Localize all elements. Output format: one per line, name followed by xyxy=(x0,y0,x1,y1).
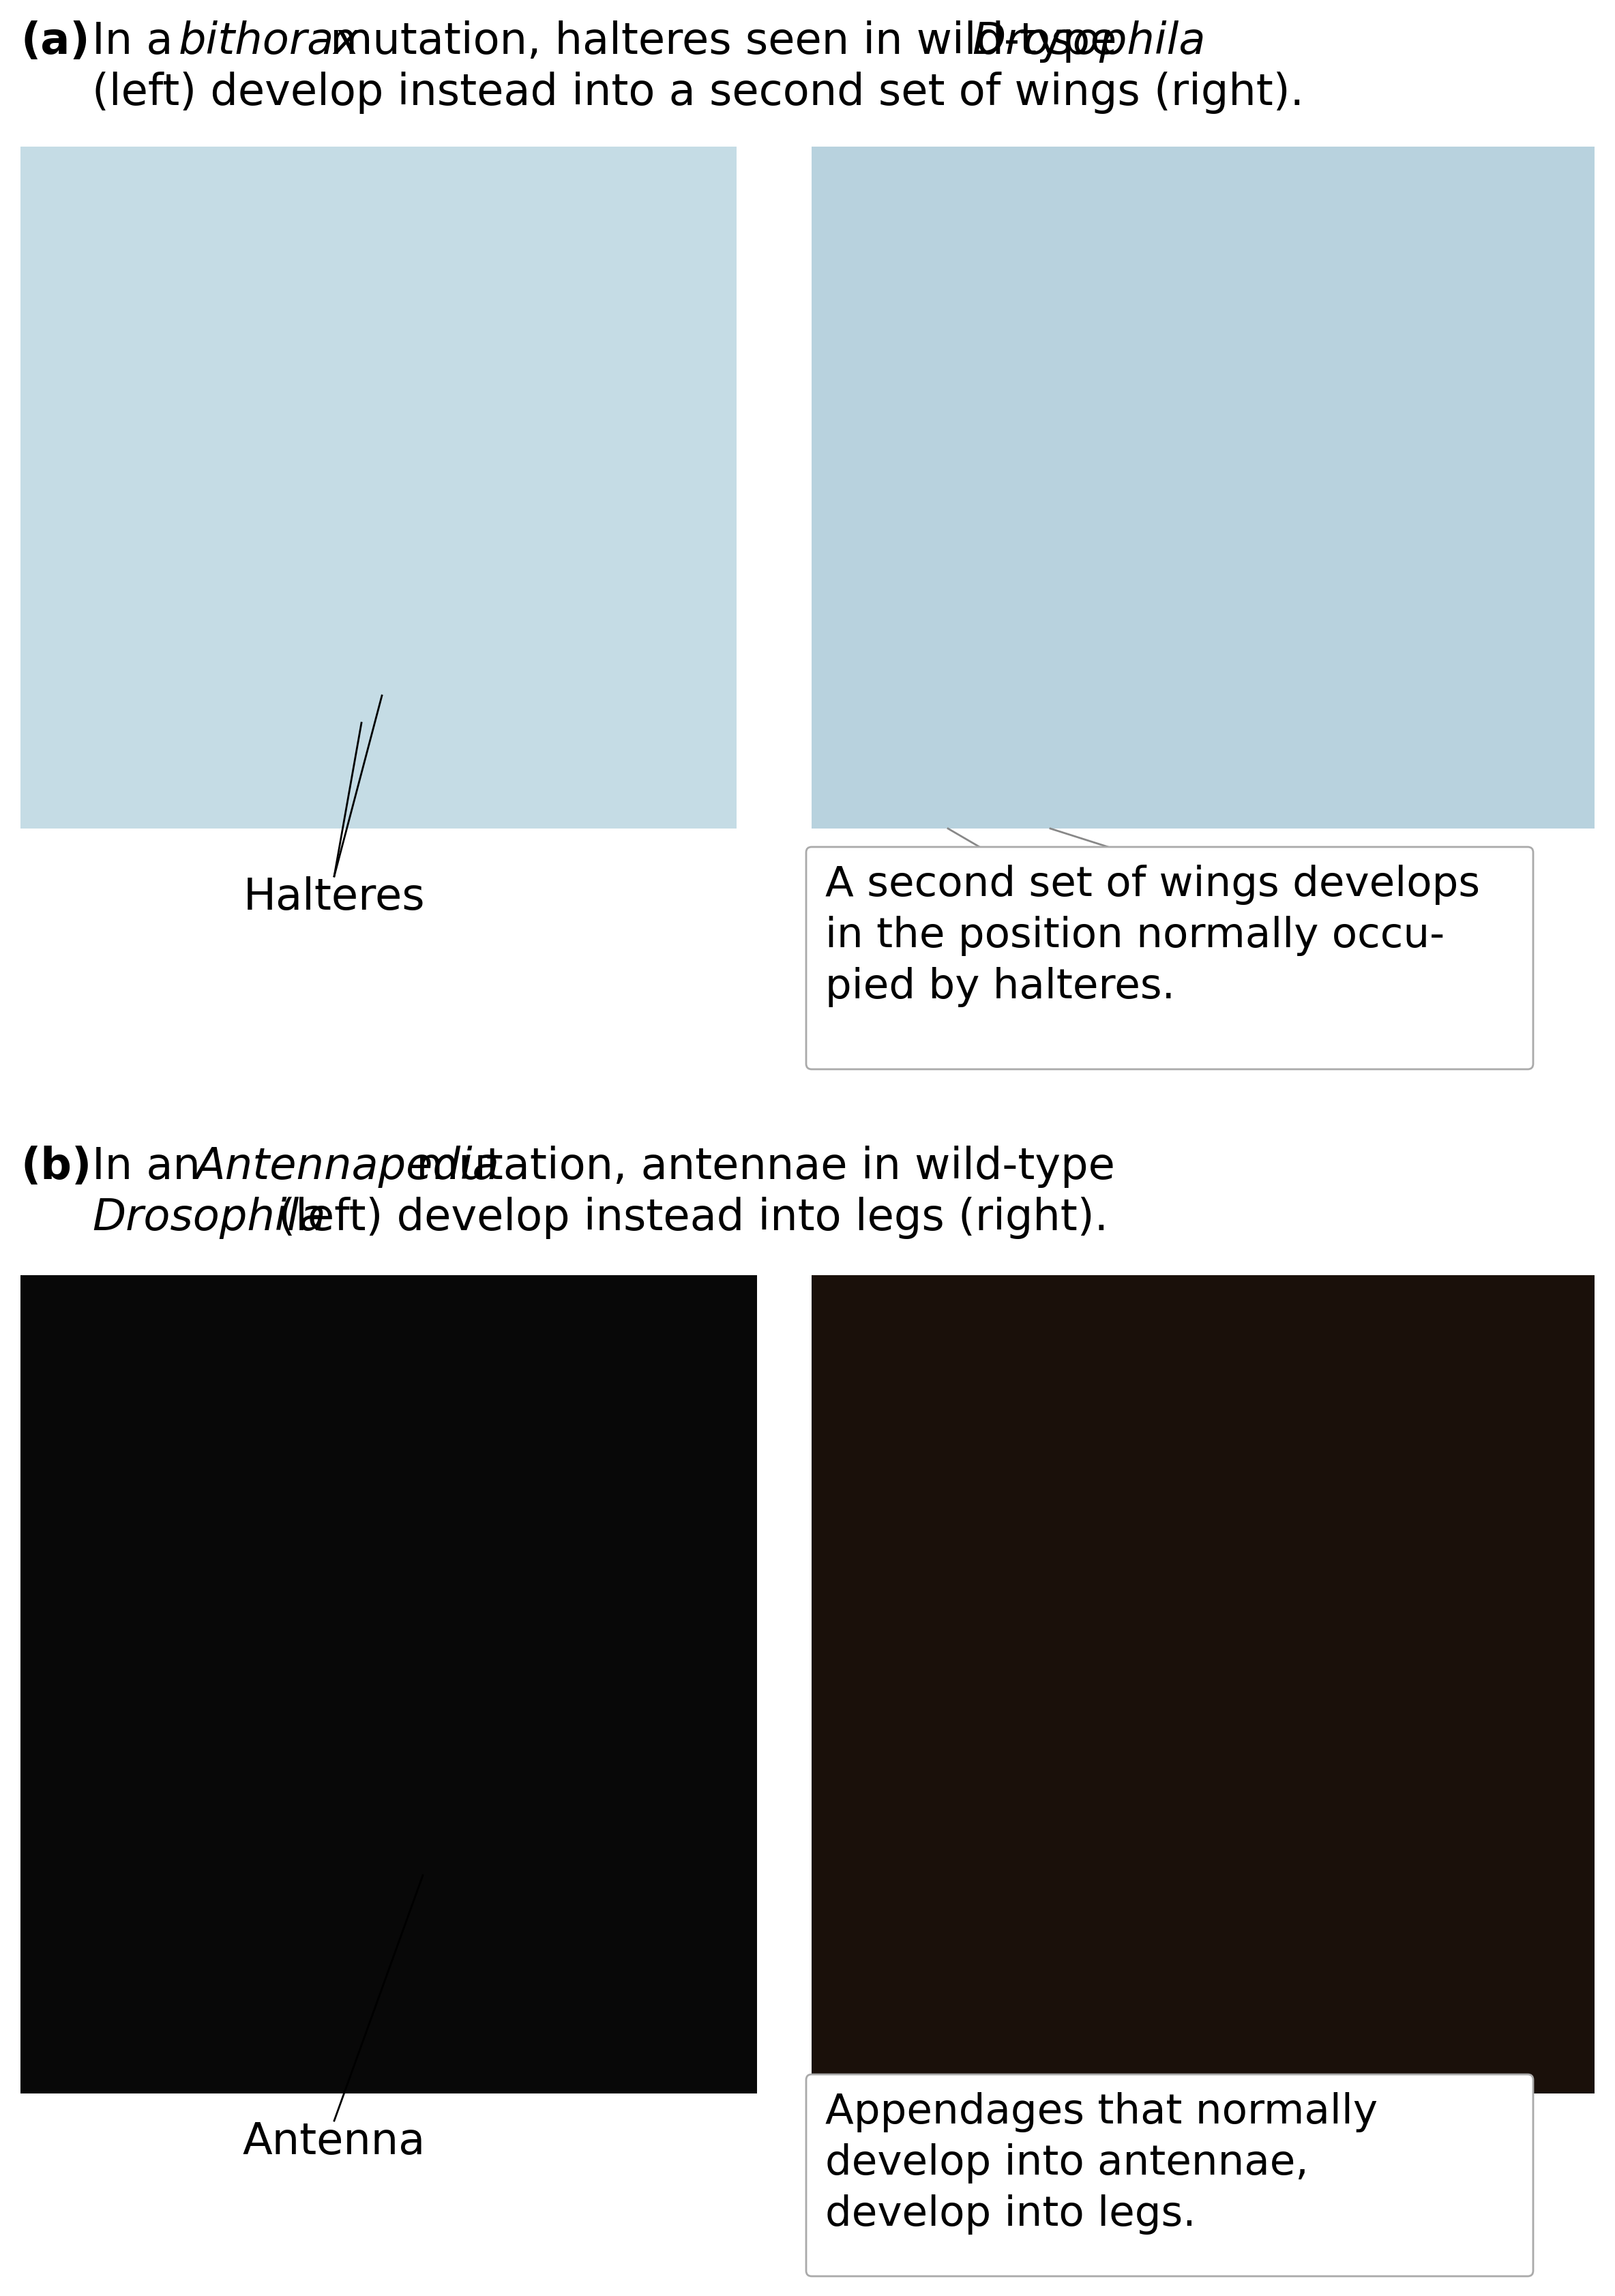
Text: mutation, antennae in wild-type: mutation, antennae in wild-type xyxy=(402,1146,1116,1187)
FancyBboxPatch shape xyxy=(806,2073,1533,2275)
Text: Appendages that normally
develop into antennae,
develop into legs.: Appendages that normally develop into an… xyxy=(825,2092,1378,2234)
Text: A second set of wings develops
in the position normally occu-
pied by halteres.: A second set of wings develops in the po… xyxy=(825,866,1479,1008)
Text: Halteres: Halteres xyxy=(244,877,425,918)
Text: (b): (b) xyxy=(21,1146,92,1187)
Text: (a): (a) xyxy=(21,21,90,62)
Text: In a: In a xyxy=(92,21,187,62)
Text: Antenna: Antenna xyxy=(242,2122,426,2163)
Text: (left) develop instead into a second set of wings (right).: (left) develop instead into a second set… xyxy=(92,71,1303,115)
Bar xyxy=(21,1274,757,2094)
Text: bithorax: bithorax xyxy=(178,21,360,62)
Text: Drosophila: Drosophila xyxy=(92,1196,326,1240)
Bar xyxy=(21,147,736,829)
Text: (left) develop instead into legs (right).: (left) develop instead into legs (right)… xyxy=(265,1196,1108,1240)
Text: Drosophila: Drosophila xyxy=(972,21,1206,62)
Bar xyxy=(812,1274,1594,2094)
Text: mutation, halteres seen in wild-type: mutation, halteres seen in wild-type xyxy=(317,21,1130,62)
Bar xyxy=(812,147,1594,829)
FancyBboxPatch shape xyxy=(806,847,1533,1070)
Text: In an: In an xyxy=(92,1146,215,1187)
Text: Antennapedia: Antennapedia xyxy=(195,1146,499,1187)
